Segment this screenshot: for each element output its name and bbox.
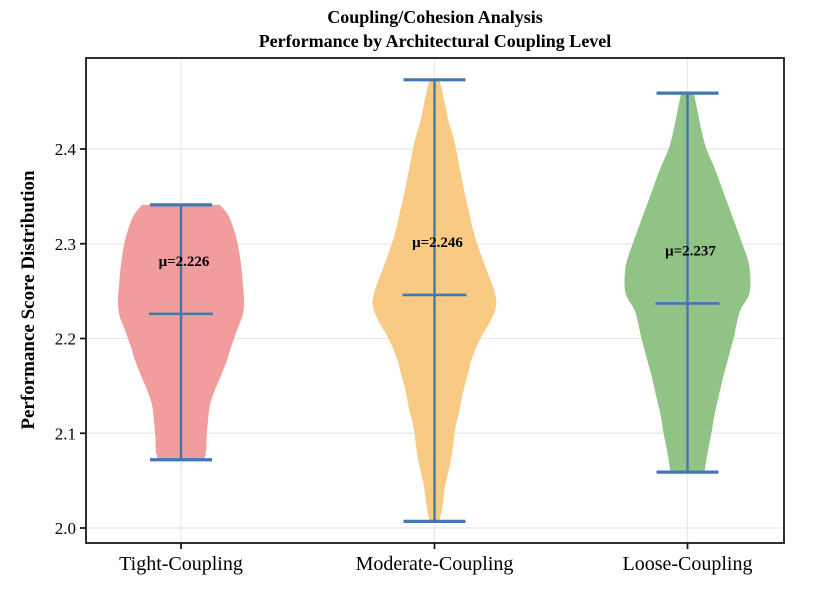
x-tick-label: Moderate-Coupling	[356, 553, 514, 575]
x-tick-label: Loose-Coupling	[623, 553, 753, 575]
y-tick-label: 2.0	[55, 519, 76, 538]
y-tick-label: 2.2	[55, 330, 76, 349]
x-tick-label: Tight-Coupling	[119, 553, 243, 575]
mean-annotation: μ=2.226	[159, 254, 210, 270]
chart-title: Coupling/Cohesion Analysis Performance b…	[86, 5, 784, 53]
mean-annotation: μ=2.237	[665, 243, 716, 259]
y-tick-label: 2.3	[55, 235, 76, 254]
mean-annotation: μ=2.246	[412, 235, 463, 251]
chart-title-line2: Performance by Architectural Coupling Le…	[258, 31, 612, 51]
y-tick-label: 2.4	[55, 140, 77, 159]
y-tick-label: 2.1	[55, 424, 76, 443]
chart-title-line1: Coupling/Cohesion Analysis	[327, 7, 543, 27]
